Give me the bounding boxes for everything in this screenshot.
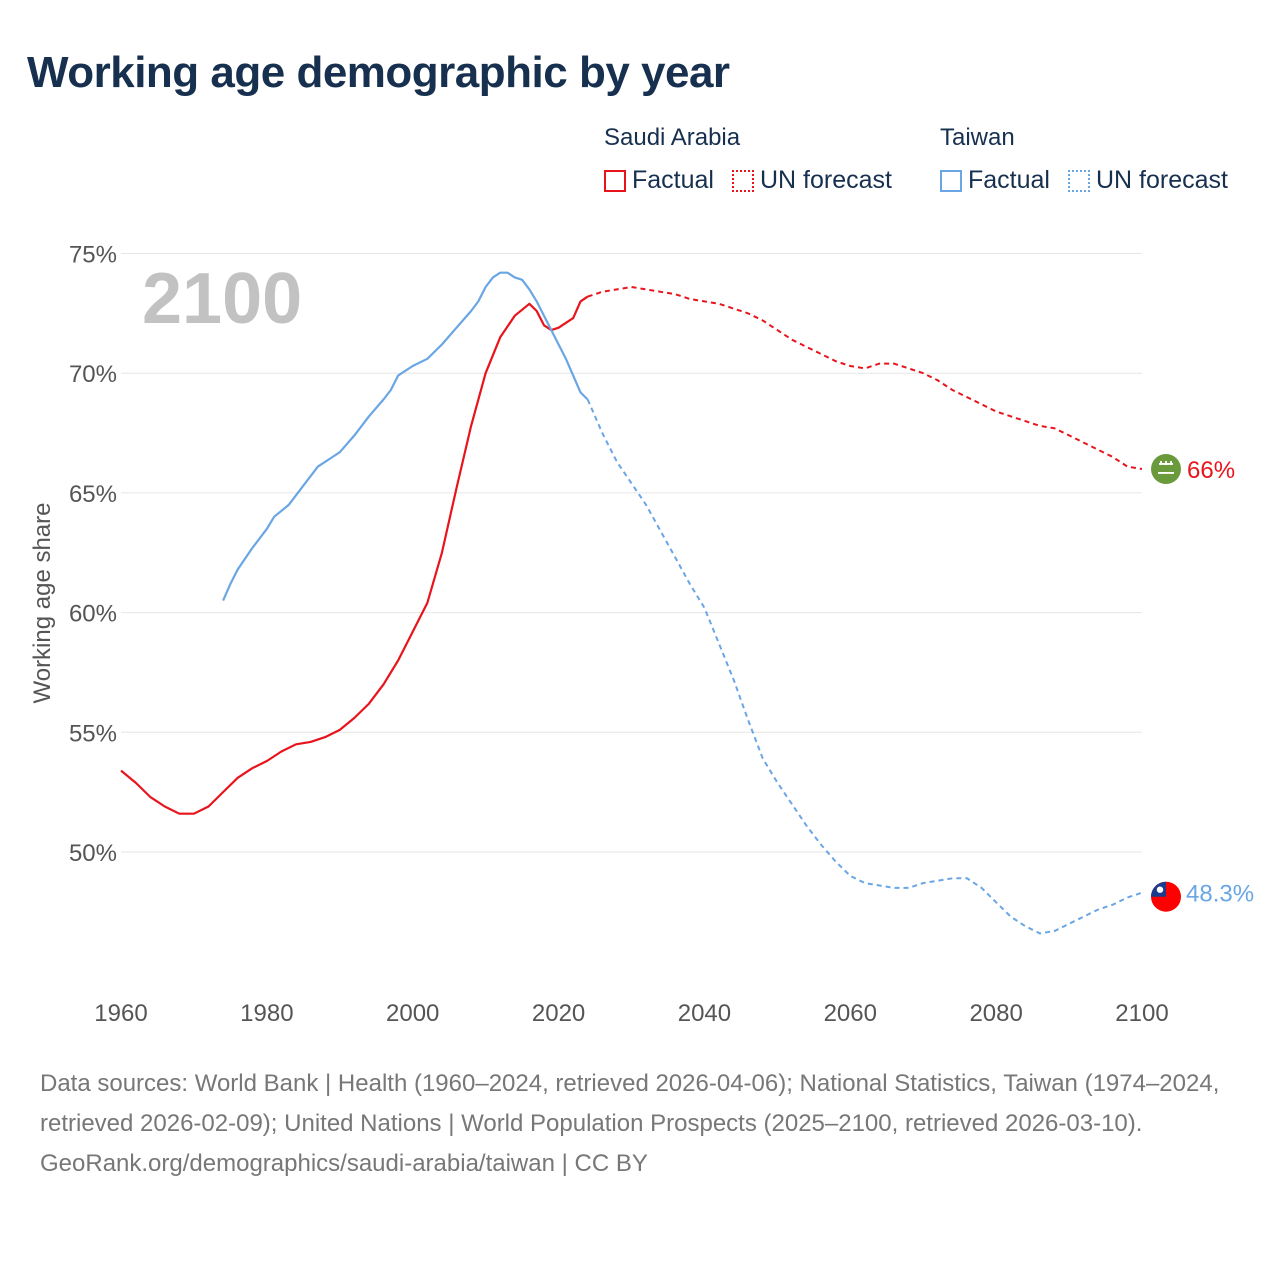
end-label-saudi-arabia: 66% (1187, 457, 1235, 484)
series-line-taiwan-factual[interactable] (222, 271, 589, 602)
series-line-saudi-arabia-forecast[interactable] (587, 285, 1143, 470)
y-tick-label-55: 55% (69, 720, 117, 747)
legend-taiwan-factual-label: Factual (968, 166, 1050, 194)
x-tick-label-1980: 1980 (240, 1000, 293, 1027)
series-line-taiwan-forecast[interactable] (586, 399, 1143, 935)
x-tick-label-2060: 2060 (824, 1000, 877, 1027)
legend-taiwan-factual[interactable]: Factual (940, 166, 1050, 195)
y-tick-label-70: 70% (69, 361, 117, 388)
legend-saudi-factual[interactable]: Factual (604, 166, 714, 195)
footer-sources: Data sources: World Bank | Health (1960–… (40, 1070, 1220, 1137)
legend-taiwan-forecast-swatch (1067, 169, 1090, 192)
taiwan-flag-icon (1151, 881, 1181, 912)
y-tick-label-50: 50% (69, 840, 117, 867)
chart-title: Working age demographic by year (27, 48, 730, 97)
legend-saudi-arabia: Saudi Arabia Factual UN forecast (604, 124, 892, 195)
footer: Data sources: World Bank | Health (1960–… (40, 1064, 1250, 1184)
y-tick-label-60: 60% (69, 601, 117, 628)
x-tick-label-2000: 2000 (386, 1000, 439, 1027)
legend-saudi-factual-swatch (604, 169, 626, 192)
legend-taiwan-forecast[interactable]: UN forecast (1067, 166, 1228, 195)
legend-saudi-forecast-label: UN forecast (759, 166, 892, 194)
x-tick-label-2040: 2040 (678, 1000, 731, 1027)
y-tick-label-75: 75% (69, 242, 117, 269)
end-label-taiwan: 48.3% (1186, 881, 1254, 908)
year-watermark: 2100 (142, 259, 302, 339)
legend-saudi-forecast-swatch (731, 169, 754, 192)
legend-taiwan-forecast-label: UN forecast (1095, 166, 1228, 194)
x-tick-label-2020: 2020 (532, 1000, 585, 1027)
legend-taiwan-factual-swatch (940, 169, 962, 192)
footer-credit[interactable]: GeoRank.org/demographics/saudi-arabia/ta… (40, 1150, 648, 1177)
end-label-layer: 66% 48.3% (1151, 453, 1254, 912)
legend-taiwan-heading: Taiwan (940, 124, 1015, 151)
legend-saudi-factual-label: Factual (632, 166, 714, 194)
x-tick-label-2100: 2100 (1115, 1000, 1168, 1027)
y-axis-label: Working age share (29, 503, 56, 704)
x-tick-label-1960: 1960 (94, 1000, 147, 1027)
line-chart: 2100 Working age share 50% 55% 60% 65% 70% 75… (29, 242, 1254, 1028)
legend-saudi-forecast[interactable]: UN forecast (731, 166, 892, 195)
y-tick-label-65: 65% (69, 481, 117, 508)
saudi-arabia-flag-icon (1151, 453, 1181, 484)
legend-taiwan: Taiwan Factual UN forecast (940, 124, 1228, 195)
axis-layer: 50% 55% 60% 65% 70% 75% 1960 1980 2000 2020 2040 20… (69, 242, 1169, 1028)
x-tick-label-2080: 2080 (969, 1000, 1022, 1027)
legend-saudi-arabia-heading: Saudi Arabia (604, 124, 741, 151)
series-line-saudi-arabia-factual[interactable] (120, 295, 589, 815)
grid-layer (121, 253, 1142, 853)
series-layer (120, 271, 1143, 935)
